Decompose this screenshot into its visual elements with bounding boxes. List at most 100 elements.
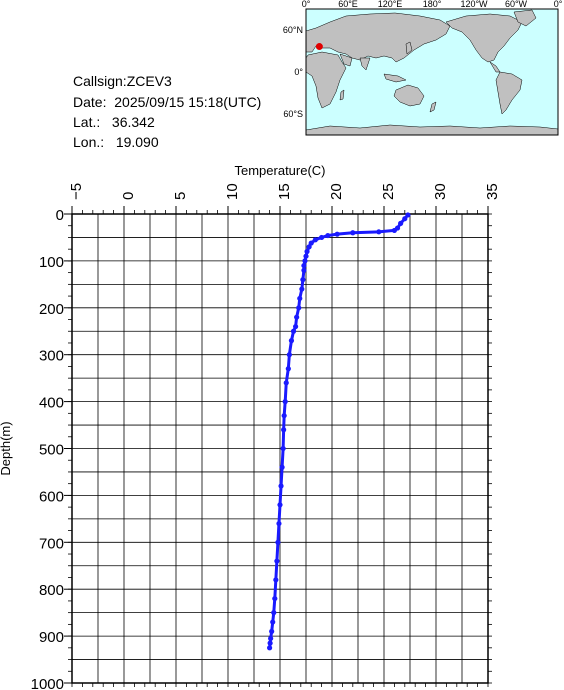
location-map: 0° 60°E 120°E 180° 120°W 60°W 0° 60°N 0° 60°S [283, 0, 563, 136]
x-axis-ticks: −5 0 5 10 15 20 25 30 35 [68, 183, 501, 687]
land-japan [405, 41, 413, 55]
y-tick-label: 800 [39, 582, 64, 599]
x-axis-title: Temperature(C) [234, 163, 325, 178]
data-point [294, 314, 300, 320]
land-india [359, 57, 371, 71]
y-tick-label: 1000 [31, 676, 64, 690]
map-lon-labels: 0° 60°E 120°E 180° 120°W 60°W 0° [302, 0, 563, 9]
map-lon-label: 120°W [460, 0, 488, 9]
land-madagascar [339, 89, 345, 101]
data-point [398, 220, 404, 226]
date-value: 2025/09/15 15:18(UTC) [114, 94, 262, 110]
data-point [402, 216, 408, 222]
x-tick-label: 35 [484, 183, 501, 200]
land-arabia [339, 53, 353, 67]
x-tick-label: 0 [120, 192, 137, 200]
data-point [274, 558, 280, 564]
data-point [391, 227, 397, 234]
data-point [286, 352, 292, 358]
land-north-america [445, 13, 523, 63]
data-point [288, 338, 295, 344]
land-australia [393, 84, 425, 107]
data-point [306, 244, 312, 250]
data-point [270, 619, 276, 625]
data-point [276, 520, 282, 527]
y-tick-label: 300 [39, 348, 64, 365]
data-point [300, 277, 306, 283]
data-point [303, 253, 309, 259]
data-point [301, 267, 307, 273]
data-point [268, 635, 274, 642]
data-point [267, 640, 273, 646]
x-tick-label: 20 [328, 183, 345, 200]
callsign-label: Callsign: [73, 73, 127, 89]
lat-line: Lat.: 36.342 [73, 114, 155, 130]
data-point [267, 645, 273, 651]
data-point [273, 577, 279, 583]
data-point [297, 295, 303, 302]
data-point [376, 229, 382, 235]
x-tick-label: 25 [380, 183, 397, 200]
x-tick-label: 30 [432, 183, 449, 200]
y-tick-label: 400 [39, 395, 64, 412]
location-marker [315, 43, 323, 51]
y-tick-label: 500 [39, 442, 64, 459]
y-tick-label: 100 [39, 254, 64, 271]
y-tick-label: 0 [56, 207, 64, 224]
map-frame [305, 8, 559, 136]
data-point [282, 399, 288, 405]
data-point [299, 286, 305, 292]
land-new-zealand [429, 101, 437, 113]
x-tick-label: 5 [172, 192, 189, 200]
date-label: Date: [73, 94, 107, 110]
land-indonesia [383, 73, 407, 83]
data-point [405, 212, 411, 218]
y-tick-label: 200 [39, 301, 64, 318]
map-lon-label: 60°W [505, 0, 528, 9]
data-point [334, 231, 340, 237]
data-point [350, 230, 356, 236]
lon-value: 19.090 [115, 134, 159, 150]
callsign-line: Callsign:ZCEV3 [73, 73, 172, 89]
data-point [278, 483, 284, 489]
lon-line: Lon.: 19.090 [73, 134, 159, 150]
data-point [290, 328, 297, 334]
data-point [271, 610, 277, 616]
map-lat-labels: 60°N 0° 60°S [283, 25, 304, 119]
land-africa [305, 51, 347, 109]
data-point [312, 237, 318, 243]
data-point [301, 262, 307, 269]
data-point [283, 380, 289, 386]
data-point [285, 366, 291, 372]
callsign-value: ZCEV3 [126, 73, 172, 89]
data-point [319, 234, 325, 241]
map-lat-label: 60°S [283, 109, 303, 119]
data-point [269, 628, 275, 635]
x-tick-label: 10 [224, 183, 241, 200]
data-point [325, 232, 331, 239]
data-point [272, 595, 278, 602]
y-tick-label: 700 [39, 535, 64, 552]
map-lon-label: 180° [423, 0, 442, 9]
data-point [275, 539, 281, 545]
y-tick-label: 900 [39, 629, 64, 646]
map-lat-label: 0° [294, 67, 303, 77]
map-lon-label: 0° [302, 0, 311, 9]
series-line [268, 213, 410, 648]
data-point [293, 323, 299, 330]
data-point [281, 413, 287, 419]
y-axis-title: Depth(m) [0, 421, 13, 475]
x-tick-label: 15 [276, 183, 293, 200]
y-axis-ticks: 0 100 200 300 400 500 600 700 800 900 1000 [31, 207, 492, 690]
data-point [281, 427, 287, 433]
data-point [280, 445, 286, 452]
data-point [296, 305, 302, 311]
y-tick-label: 600 [39, 488, 64, 505]
lat-value: 36.342 [111, 114, 155, 130]
chart-grid [71, 213, 489, 684]
land-greenland [513, 9, 537, 27]
data-point [279, 464, 285, 470]
land-eurasia [305, 12, 451, 63]
data-point [277, 502, 283, 508]
